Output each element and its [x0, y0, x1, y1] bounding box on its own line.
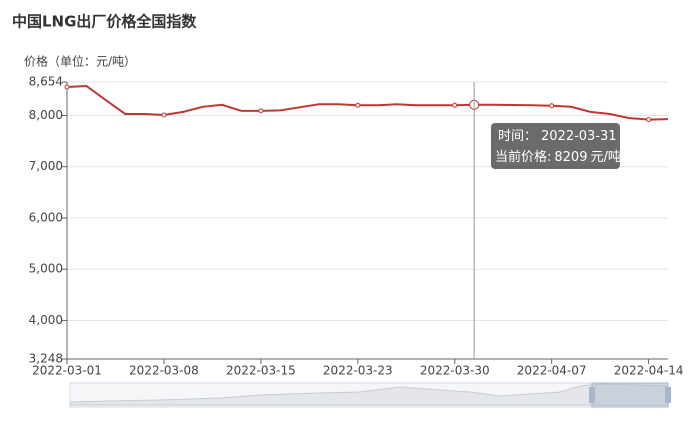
series-line — [66, 84, 669, 121]
point — [549, 103, 555, 109]
zoom-slider[interactable] — [69, 382, 671, 408]
x-tick-label: 2022-04-07 — [517, 364, 587, 378]
slider-window[interactable] — [591, 382, 669, 408]
x-tick-label: 2022-03-30 — [420, 364, 490, 378]
tooltip: 时间： 2022-03-31 当前价格: 8209 元/吨 — [491, 123, 621, 169]
x-tick-label: 2022-04-14 — [614, 364, 684, 378]
y-tick-label: 5,000 — [29, 262, 63, 276]
x-tick-label: 2022-03-23 — [323, 364, 393, 378]
slider-handle[interactable] — [665, 387, 671, 403]
x-tick-label: 2022-03-15 — [226, 364, 296, 378]
tooltip-time-label: 时间： — [498, 129, 537, 144]
tooltip-price: 当前价格: 8209 元/吨 — [495, 149, 621, 165]
slider-preview — [69, 383, 669, 406]
x-tick-label: 2022-03-08 — [129, 364, 199, 378]
x-tick-label: 2022-03-01 — [32, 364, 102, 378]
point — [161, 112, 167, 118]
y-tick-label: 8,654 — [29, 75, 63, 89]
tooltip-box — [491, 123, 620, 169]
y-tick-label: 7,000 — [29, 159, 63, 173]
point — [452, 102, 458, 108]
point — [258, 108, 264, 114]
y-tick-label: 3,248 — [29, 352, 63, 366]
y-tick-label: 4,000 — [29, 313, 63, 327]
tooltip-unit: 元/吨 — [590, 150, 620, 165]
y-tick-label: 8,000 — [29, 108, 63, 122]
point — [64, 84, 70, 90]
y-axis-title: 价格（单位：元/吨） — [24, 54, 136, 69]
point — [646, 117, 652, 123]
tooltip-price-value: 8209 — [554, 150, 587, 165]
tooltip-time: 时间： 2022-03-31 — [498, 129, 617, 144]
point — [355, 102, 361, 108]
y-tick-label: 6,000 — [29, 210, 63, 224]
tooltip-time-value: 2022-03-31 — [541, 129, 617, 144]
slider-handle[interactable] — [589, 387, 595, 403]
tooltip-price-label: 当前价格: — [495, 149, 551, 165]
chart-title: 中国LNG出厂价格全国指数 — [12, 13, 197, 31]
